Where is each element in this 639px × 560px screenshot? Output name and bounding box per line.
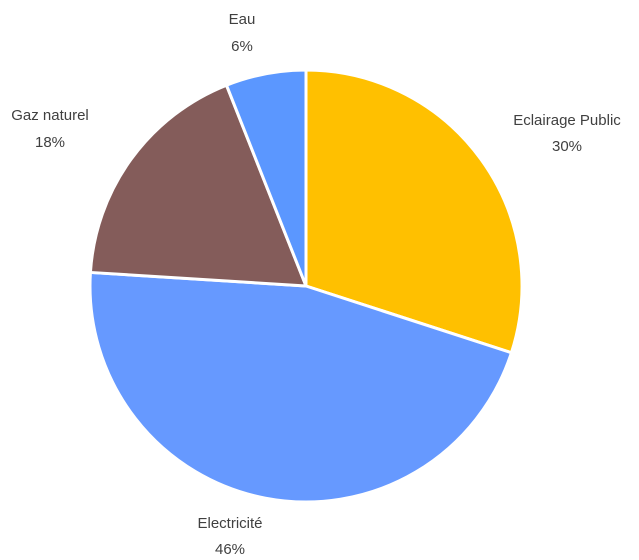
slice-category-label: Eclairage Public xyxy=(513,112,621,129)
slice-percent-label: 30% xyxy=(552,138,582,155)
pie-slice-electricit- xyxy=(88,270,513,504)
slice-percent-label: 6% xyxy=(231,38,253,55)
slice-percent-label: 18% xyxy=(35,134,65,151)
slice-category-label: Electricité xyxy=(197,515,262,532)
pie-slice-gaz-naturel xyxy=(88,83,308,288)
slice-category-label: Gaz naturel xyxy=(11,107,89,124)
slice-category-label: Eau xyxy=(229,11,256,28)
pie-slice-eau xyxy=(224,68,308,288)
slice-percent-label: 46% xyxy=(215,541,245,558)
pie-slice-eclairage-public xyxy=(304,68,524,355)
pie-slices xyxy=(88,68,524,504)
pie-labels: Eclairage Public 30% Electricité 46% Gaz nat… xyxy=(11,11,621,558)
